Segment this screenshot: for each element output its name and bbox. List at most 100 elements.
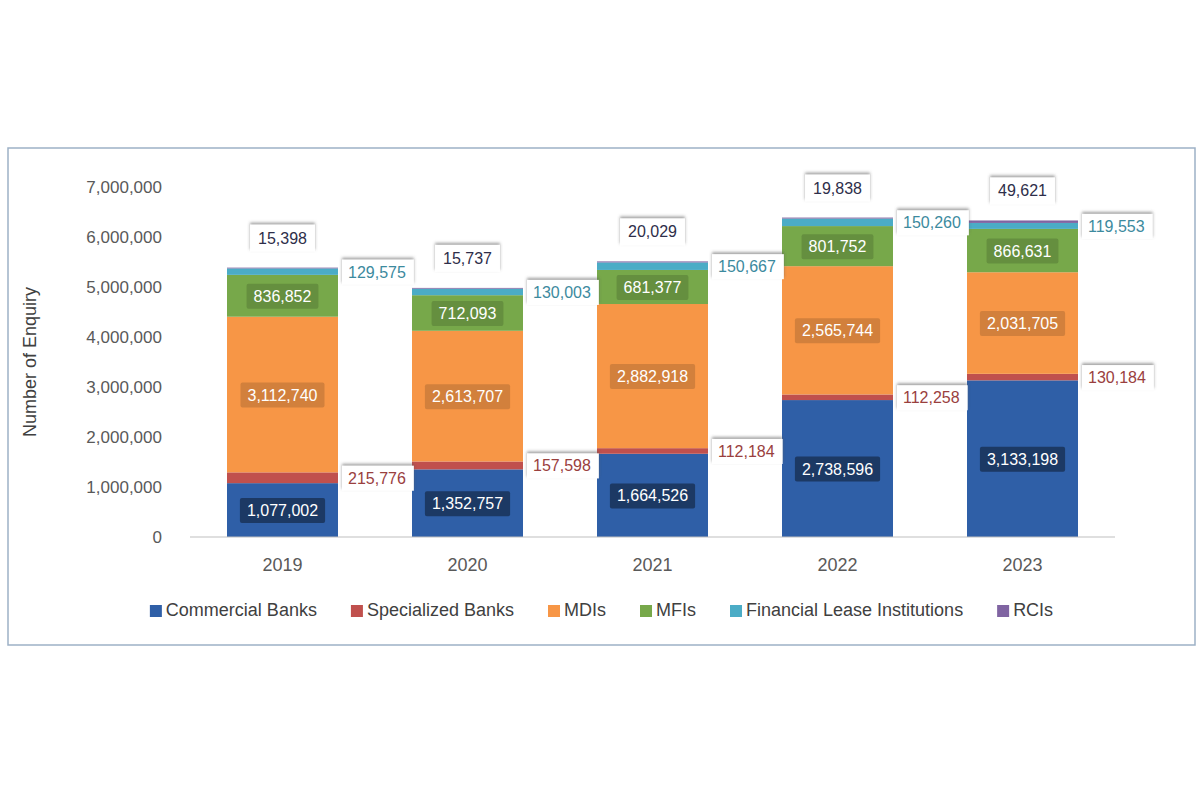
x-tick-label: 2019 [262, 555, 302, 575]
data-label: 2,565,744 [802, 322, 873, 339]
data-label-group: 2,613,707 [425, 384, 510, 409]
legend-swatch [150, 605, 162, 617]
data-label-box [432, 301, 504, 326]
data-label-box [610, 364, 695, 389]
bar-segment [597, 261, 708, 262]
data-label-box [897, 210, 969, 235]
data-label-box [342, 260, 414, 285]
bar-segment [597, 454, 708, 537]
data-label-box [987, 239, 1059, 264]
data-label-group: 2,565,744 [795, 318, 880, 343]
data-label: 150,667 [718, 258, 776, 275]
bar-segment [597, 304, 708, 448]
data-label-box [897, 385, 968, 410]
data-label-group: 119,553 [1082, 214, 1153, 239]
data-label-group: 112,258 [897, 385, 968, 410]
legend-label: MFIs [656, 600, 696, 620]
data-label: 130,184 [1088, 369, 1146, 386]
bars [227, 218, 1078, 537]
legend-label: MDIs [564, 600, 606, 620]
data-label-group: 215,776 [342, 466, 414, 491]
bar-segment [227, 472, 338, 483]
data-label: 2,613,707 [432, 388, 503, 405]
data-label-box [425, 384, 510, 409]
data-label-group: 1,077,002 [240, 498, 325, 523]
y-tick-label: 7,000,000 [86, 178, 162, 197]
data-label: 3,112,740 [248, 387, 318, 404]
data-label-group: 3,133,198 [980, 447, 1065, 472]
data-labels: 1,077,002215,7763,112,740836,852129,5751… [240, 175, 1154, 523]
bar-segment [967, 272, 1078, 374]
x-tick-label: 2020 [447, 555, 487, 575]
legend-swatch [640, 605, 652, 617]
data-label: 15,737 [443, 250, 492, 267]
data-label: 2,738,596 [802, 461, 873, 478]
data-label-box [250, 225, 315, 252]
bar-segment [227, 275, 338, 317]
data-label-box [527, 280, 599, 305]
data-label-box [342, 466, 414, 491]
data-label-box [1082, 365, 1154, 390]
y-tick-label: 4,000,000 [86, 328, 162, 347]
y-tick-label: 1,000,000 [86, 478, 162, 497]
data-label-group: 3,112,740 [241, 383, 325, 408]
bar-segment [227, 267, 338, 269]
legend-item: Commercial Banks [150, 600, 317, 620]
y-tick-label: 0 [153, 528, 162, 547]
data-label: 801,752 [809, 238, 867, 255]
data-label-box [247, 284, 319, 309]
y-tick-label: 3,000,000 [86, 378, 162, 397]
x-tick-label: 2022 [817, 555, 857, 575]
data-label-box [240, 498, 325, 523]
data-label: 1,664,526 [617, 487, 688, 504]
bar-segment [782, 219, 893, 227]
bar-segment [597, 448, 708, 454]
x-tick-label: 2023 [1002, 555, 1042, 575]
data-label-group: 1,352,757 [425, 491, 510, 516]
bar-segment [597, 262, 708, 270]
data-label-box [795, 457, 880, 482]
data-label-group: 130,003 [527, 280, 599, 305]
data-label: 157,598 [533, 457, 591, 474]
legend-swatch [730, 605, 742, 617]
data-label-box [241, 383, 325, 408]
data-label-group: 19,838 [805, 175, 870, 202]
legend-item: Specialized Banks [351, 600, 514, 620]
bar-segment [412, 287, 523, 289]
data-label-group: 157,598 [527, 453, 599, 478]
legend-swatch [997, 605, 1009, 617]
data-label-group: 712,093 [432, 301, 504, 326]
data-label: 215,776 [348, 470, 406, 487]
legend-swatch [351, 605, 363, 617]
bar-segment [967, 220, 1078, 222]
data-label-box [617, 275, 689, 300]
data-label-box [527, 453, 599, 478]
data-label-box [435, 245, 500, 272]
data-label: 712,093 [439, 305, 497, 322]
data-label: 112,184 [718, 443, 775, 460]
legend-label: Financial Lease Institutions [746, 600, 963, 620]
data-label-group: 2,031,705 [980, 311, 1065, 336]
data-label: 15,398 [258, 230, 307, 247]
bar-segment [412, 295, 523, 331]
bar-segment [967, 380, 1078, 537]
data-label-box [802, 234, 874, 259]
y-axis-label: Number of Enquiry [20, 287, 40, 437]
legend-label: Specialized Banks [367, 600, 514, 620]
bar-segment [782, 266, 893, 394]
data-label-group: 836,852 [247, 284, 319, 309]
data-label-box [712, 439, 783, 464]
data-label-box [610, 483, 695, 508]
data-label: 866,631 [994, 243, 1052, 260]
bar-segment [782, 400, 893, 537]
y-tick-label: 6,000,000 [86, 228, 162, 247]
legend-item: MDIs [548, 600, 606, 620]
data-label-group: 20,029 [620, 218, 685, 245]
bar-segment [412, 461, 523, 469]
data-label-group: 15,737 [435, 245, 500, 272]
data-label: 1,077,002 [247, 502, 318, 519]
data-label-group: 681,377 [617, 275, 689, 300]
data-label-box [980, 311, 1065, 336]
legend-item: Financial Lease Institutions [730, 600, 963, 620]
data-label-group: 1,664,526 [610, 483, 695, 508]
